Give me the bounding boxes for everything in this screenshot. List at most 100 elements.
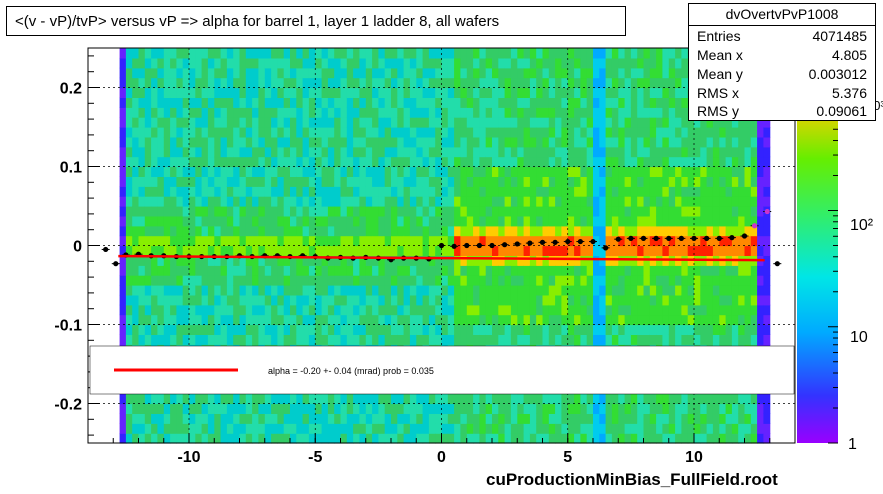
heatmap-cell — [182, 48, 190, 59]
heatmap-cell — [485, 156, 493, 168]
heatmap-cell — [290, 393, 297, 405]
heatmap-cell — [479, 186, 487, 197]
heatmap-cell — [353, 206, 360, 217]
heatmap-cell — [428, 77, 436, 89]
heatmap-cell — [536, 206, 544, 217]
heatmap-cell — [675, 67, 682, 79]
heatmap-cell — [687, 127, 695, 138]
heatmap-cell — [163, 314, 171, 326]
heatmap-cell — [271, 275, 278, 286]
heatmap-cell — [277, 196, 285, 207]
colorbar-label-1: 1 — [848, 436, 857, 453]
heatmap-cell — [391, 304, 398, 316]
heatmap-cell — [523, 87, 531, 98]
heatmap-cell — [561, 77, 569, 89]
heatmap-cell — [220, 423, 228, 434]
heatmap-cell — [189, 393, 196, 405]
heatmap-cell — [706, 196, 714, 207]
heatmap-cell — [504, 225, 512, 237]
heatmap-cell — [630, 294, 638, 306]
heatmap-cell — [403, 67, 411, 79]
heatmap-cell — [529, 117, 537, 128]
heatmap-cell — [277, 275, 285, 286]
heatmap-cell — [416, 206, 424, 217]
heatmap-cell — [422, 423, 430, 434]
heatmap-cell — [422, 97, 430, 108]
heatmap-cell — [403, 314, 411, 326]
heatmap-cell — [630, 48, 638, 59]
heatmap-cell — [245, 156, 253, 168]
heatmap-cell — [233, 136, 241, 148]
heatmap-cell — [750, 225, 758, 237]
heatmap-cell — [195, 136, 203, 148]
heatmap-cell — [492, 255, 499, 266]
heatmap-cell — [441, 97, 449, 108]
heatmap-cell — [542, 245, 550, 256]
heatmap-cell — [384, 107, 392, 118]
heatmap-cell — [719, 176, 727, 187]
heatmap-cell — [529, 57, 537, 69]
heatmap-cell — [763, 324, 771, 335]
heatmap-cell — [195, 97, 203, 108]
heatmap-cell — [271, 77, 278, 89]
heatmap-cell — [226, 304, 234, 316]
heatmap-cell — [308, 324, 316, 335]
heatmap-cell — [567, 225, 575, 237]
heatmap-cell — [567, 235, 575, 247]
heatmap-cell — [220, 196, 228, 207]
heatmap-cell — [479, 196, 487, 207]
heatmap-cell — [220, 77, 228, 89]
heatmap-cell — [719, 413, 727, 424]
heatmap-cell — [283, 117, 291, 128]
heatmap-cell — [548, 265, 556, 276]
heatmap-cell — [296, 146, 304, 158]
heatmap-cell — [649, 393, 657, 405]
heatmap-cell — [744, 146, 752, 158]
heatmap-cell — [555, 324, 562, 335]
heatmap-cell — [245, 48, 253, 59]
heatmap-cell — [599, 48, 607, 59]
heatmap-cell — [492, 314, 499, 326]
heatmap-cell — [529, 294, 537, 306]
heatmap-cell — [170, 57, 177, 69]
heatmap-cell — [372, 334, 379, 345]
heatmap-cell — [302, 275, 310, 286]
heatmap-cell — [340, 285, 348, 296]
heatmap-cell — [460, 265, 468, 276]
heatmap-cell — [649, 324, 657, 335]
heatmap-cell — [662, 403, 670, 414]
heatmap-cell — [618, 324, 626, 335]
heatmap-cell — [277, 127, 285, 138]
heatmap-cell — [239, 97, 247, 108]
heatmap-cell — [365, 235, 373, 247]
heatmap-cell — [649, 206, 657, 217]
heatmap-cell — [258, 136, 266, 148]
heatmap-cell — [409, 294, 417, 306]
heatmap-cell — [441, 423, 449, 434]
heatmap-cell — [163, 67, 171, 79]
heatmap-cell — [334, 265, 342, 276]
heatmap-cell — [264, 107, 272, 118]
heatmap-cell — [643, 265, 651, 276]
heatmap-cell — [599, 285, 607, 296]
heatmap-cell — [226, 107, 234, 118]
heatmap-cell — [233, 186, 241, 197]
heatmap-cell — [492, 324, 499, 335]
heatmap-cell — [119, 196, 127, 207]
heatmap-cell — [649, 196, 657, 207]
heatmap-cell — [681, 433, 689, 444]
heatmap-cell — [586, 176, 594, 187]
heatmap-cell — [567, 117, 575, 128]
heatmap-cell — [605, 255, 613, 266]
heatmap-cell — [334, 294, 342, 306]
heatmap-cell — [283, 275, 291, 286]
heatmap-cell — [687, 117, 695, 128]
heatmap-cell — [630, 324, 638, 335]
heatmap-cell — [220, 334, 228, 345]
heatmap-cell — [656, 235, 663, 247]
heatmap-cell — [725, 117, 733, 128]
heatmap-cell — [138, 285, 146, 296]
heatmap-cell — [403, 166, 411, 177]
heatmap-cell — [296, 225, 304, 237]
heatmap-cell — [239, 186, 247, 197]
